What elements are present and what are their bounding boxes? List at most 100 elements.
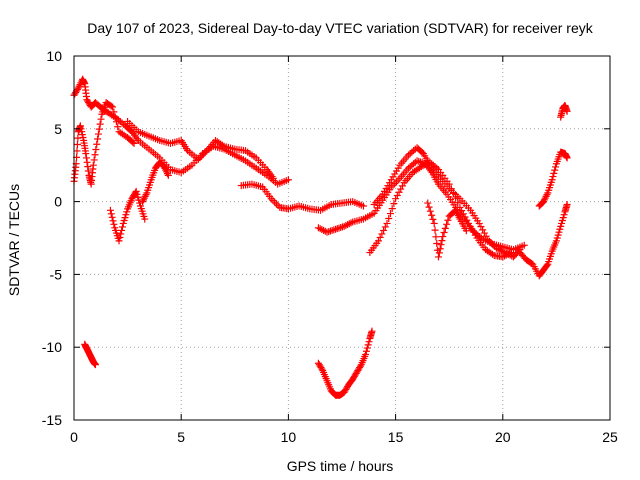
data-point [432,233,440,241]
data-point [91,361,99,369]
data-point [445,180,453,188]
data-point [437,241,445,249]
y-tick-label: -15 [42,412,62,428]
y-tick-label: 0 [54,194,62,210]
series-early-dip [106,187,149,245]
data-point [454,199,462,207]
data-point [368,327,376,335]
series-small-hump [139,158,172,206]
series-upper-parallel-arc [124,118,277,182]
data-point [507,249,515,257]
series-low-left [81,340,99,369]
y-tick-label: 5 [54,121,62,137]
y-axis-label: SDTVAR / TECUs [6,184,22,296]
data-point [462,227,470,235]
data-point [110,108,118,116]
data-point [83,158,91,166]
data-point [365,338,373,346]
data-point [141,215,149,223]
data-point [111,113,119,121]
data-point [430,219,438,227]
data-point [118,226,126,234]
data-point [385,214,393,222]
data-point [82,154,90,162]
x-tick-label: 25 [602,429,618,445]
data-point [479,226,487,234]
series-late-fall [424,199,470,261]
data-point [97,115,105,123]
x-axis-label: GPS time / hours [287,458,394,474]
data-point [440,228,448,236]
data-point [359,202,367,210]
data-point [551,166,559,174]
data-point [390,200,398,208]
data-point [459,210,467,218]
data-point [458,207,466,215]
data-point [376,233,384,241]
data-point [318,365,326,373]
data-point [269,174,277,182]
data-point [116,233,124,241]
data-point [109,103,117,111]
data-point [96,120,104,128]
data-point [110,220,118,228]
data-point [363,344,371,352]
data-point [392,195,400,203]
axes [73,55,611,421]
y-tick-label: 10 [46,48,62,64]
data-point [425,203,433,211]
data-point [436,245,444,253]
data-point [284,176,292,184]
data-point [109,217,117,225]
data-point [106,206,114,214]
y-tick-label: -5 [50,266,63,282]
data-point [95,125,103,133]
data-point [424,199,432,207]
tick-labels: 0 5 10 15 20 25 -15 -10 -5 0 5 10 [42,48,618,445]
data-point [90,156,98,164]
data-point [439,233,447,241]
data-point [463,216,471,224]
data-point [435,249,443,257]
data-point [73,147,81,155]
data-point [374,237,382,245]
data-point [552,163,560,171]
data-point [520,241,528,249]
data-point [475,219,483,227]
data-point [92,145,100,153]
data-point [362,347,370,355]
series-third-wave [366,158,515,261]
data-point [548,176,556,184]
data-point [131,189,139,197]
data-point [489,250,497,258]
data-point [549,173,557,181]
data-point [117,230,125,238]
plot-frame [73,55,611,421]
series-mid-falling-arc [237,180,367,214]
series-late-rise [535,148,571,210]
data-point [443,220,451,228]
data-point [452,194,460,202]
data-point [426,207,434,215]
data-point [381,223,389,231]
data-point [444,216,452,224]
data-point [434,253,442,261]
data-point [380,226,388,234]
data-point [115,237,123,245]
data-point [93,140,101,148]
data-point [447,185,455,193]
data-point [431,226,439,234]
data-point [461,213,469,221]
data-point [441,224,449,232]
series-early-dense-cluster [70,99,138,188]
data-point [107,210,115,218]
data-point [397,185,405,193]
data-point [482,232,490,240]
data-point [84,163,92,171]
data-point [73,85,81,93]
data-point [130,139,138,147]
data-point [82,150,90,158]
series-late-mid [516,201,571,280]
